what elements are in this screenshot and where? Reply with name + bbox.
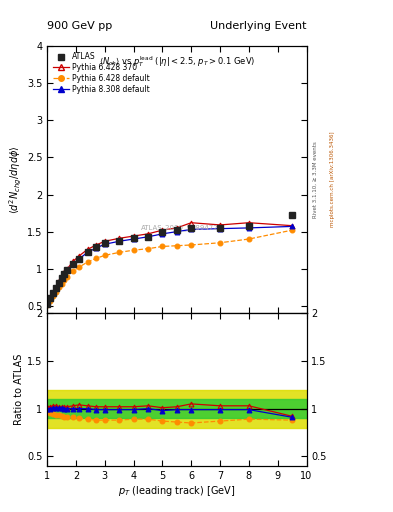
X-axis label: $p_T$ (leading track) [GeV]: $p_T$ (leading track) [GeV] bbox=[118, 483, 235, 498]
Legend: ATLAS, Pythia 6.428 370, Pythia 6.428 default, Pythia 8.308 default: ATLAS, Pythia 6.428 370, Pythia 6.428 de… bbox=[51, 50, 152, 96]
Text: ATLAS_2010_S8894728: ATLAS_2010_S8894728 bbox=[141, 224, 223, 231]
Text: Rivet 3.1.10, ≥ 3.3M events: Rivet 3.1.10, ≥ 3.3M events bbox=[312, 141, 318, 218]
Y-axis label: Ratio to ATLAS: Ratio to ATLAS bbox=[14, 354, 24, 425]
Text: $\langle N_{ch}\rangle$ vs $p_T^{\mathrm{lead}}$ ($|\eta|<2.5$, $p_T>0.1$ GeV): $\langle N_{ch}\rangle$ vs $p_T^{\mathrm… bbox=[99, 54, 255, 69]
Text: 900 GeV pp: 900 GeV pp bbox=[47, 22, 112, 31]
Text: Underlying Event: Underlying Event bbox=[210, 22, 307, 31]
Text: mcplots.cern.ch [arXiv:1306.3436]: mcplots.cern.ch [arXiv:1306.3436] bbox=[330, 132, 335, 227]
Y-axis label: $\langle d^2 N_{chg}/d\eta d\phi\rangle$: $\langle d^2 N_{chg}/d\eta d\phi\rangle$ bbox=[8, 145, 24, 214]
